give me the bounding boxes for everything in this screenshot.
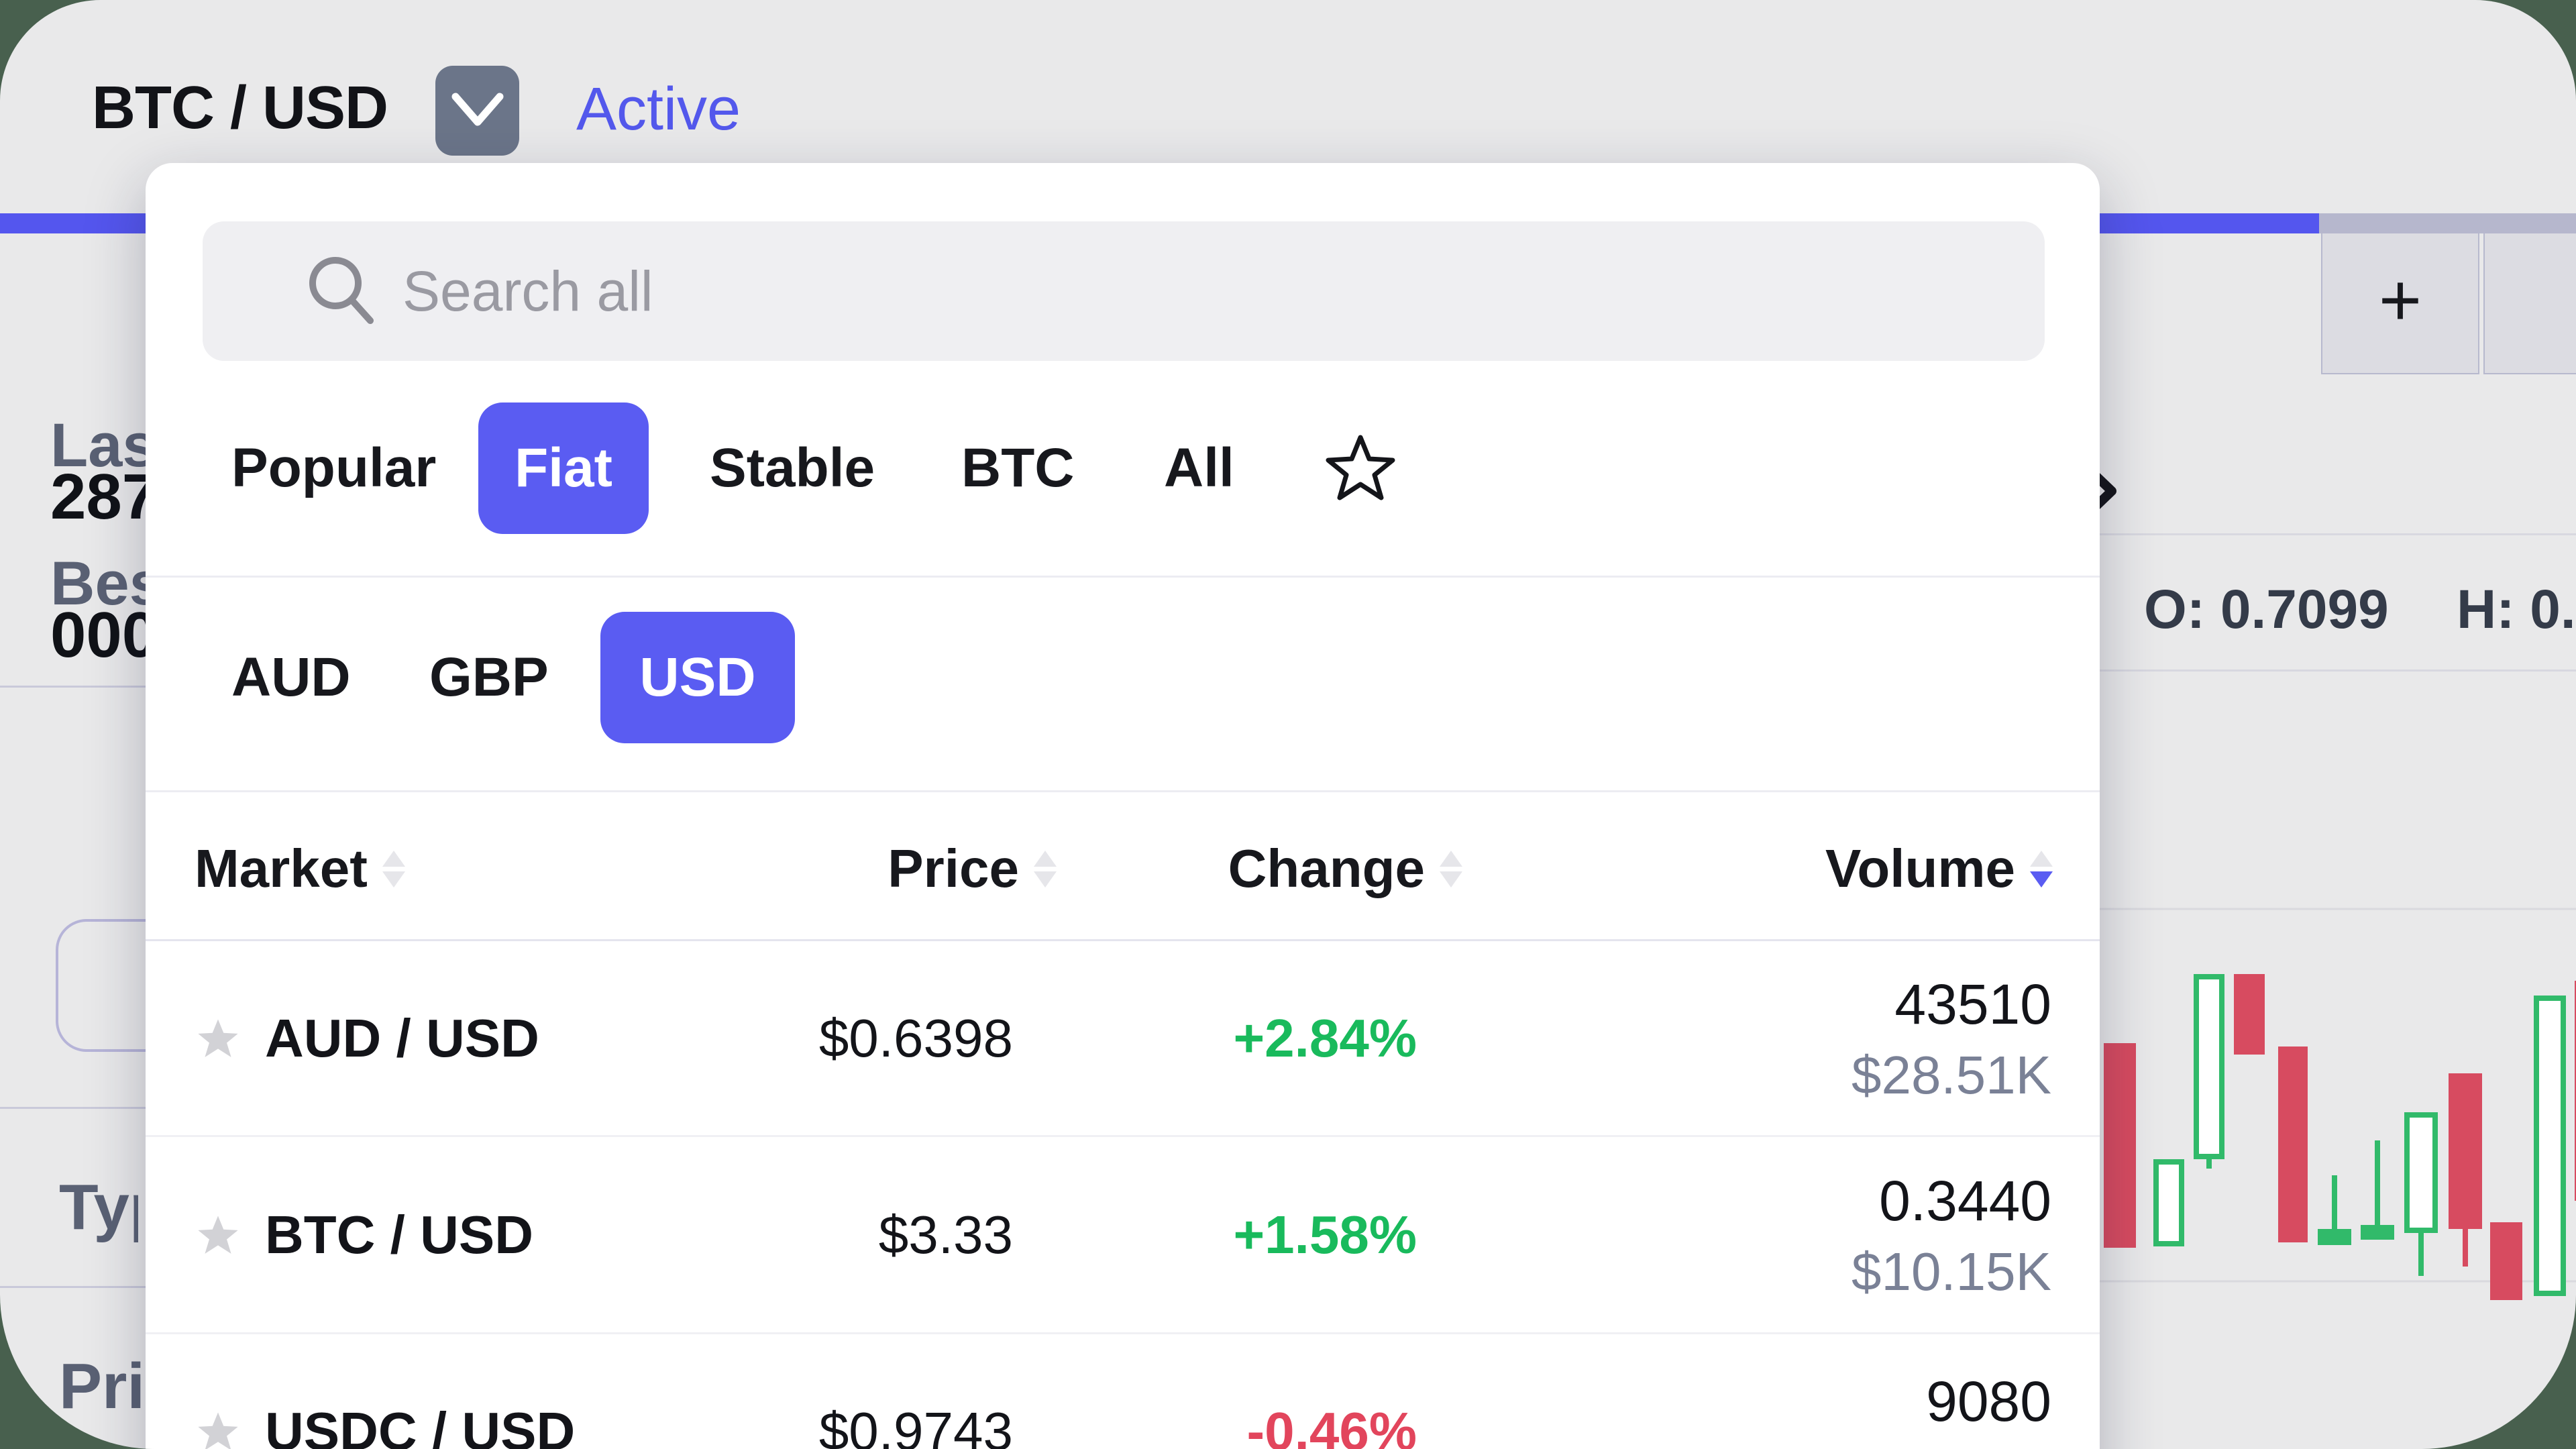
outlined-button-shape bbox=[56, 919, 146, 1052]
filter-all[interactable]: All bbox=[1164, 437, 1234, 498]
favorite-star-icon[interactable] bbox=[196, 1334, 240, 1449]
market-pair: USDC / USD bbox=[265, 1401, 576, 1449]
favorite-star-icon[interactable] bbox=[196, 1137, 240, 1332]
pair-title: BTC / USD bbox=[92, 74, 388, 142]
star-outline-icon[interactable] bbox=[1324, 432, 1397, 504]
sort-icon bbox=[382, 850, 405, 888]
filter-fiat-selected[interactable]: Fiat bbox=[478, 402, 649, 534]
volume: 43510 $28.51K bbox=[1851, 972, 2051, 1105]
table-row[interactable]: BTC / USD $3.33 +1.58% 0.3440 $10.15K bbox=[146, 1135, 2100, 1332]
header-price[interactable]: Price bbox=[888, 822, 1057, 916]
divider bbox=[0, 1107, 161, 1109]
market-selector-dropdown: Search all Popular Fiat Stable BTC All A… bbox=[146, 163, 2100, 1449]
status-link[interactable]: Active bbox=[576, 76, 741, 143]
occluded-button-fragment[interactable] bbox=[0, 912, 146, 1055]
filter-popular[interactable]: Popular bbox=[231, 437, 437, 498]
chevron-down-icon bbox=[451, 93, 504, 126]
sort-icon bbox=[1440, 850, 1462, 888]
change: -0.46% bbox=[1246, 1401, 1417, 1449]
divider bbox=[0, 1286, 161, 1288]
price: $3.33 bbox=[878, 1204, 1013, 1265]
type-label-fragment: Typ bbox=[59, 1171, 138, 1243]
ohlc-open: O: 0.7099 bbox=[2144, 579, 2389, 640]
quote-gbp[interactable]: GBP bbox=[429, 647, 549, 708]
quote-usd-selected[interactable]: USD bbox=[600, 612, 795, 743]
last-price-label-fragment: Las bbox=[50, 411, 146, 480]
quote-aud[interactable]: AUD bbox=[231, 647, 351, 708]
divider bbox=[146, 939, 2100, 941]
volume: 9080 bbox=[1926, 1370, 2051, 1433]
pair-selector-button[interactable] bbox=[435, 66, 519, 156]
header-market[interactable]: Market bbox=[195, 822, 405, 916]
change: +1.58% bbox=[1233, 1204, 1417, 1265]
divider bbox=[146, 790, 2100, 792]
filter-stable[interactable]: Stable bbox=[710, 437, 875, 498]
divider bbox=[2012, 669, 2576, 672]
volume: 0.3440 $10.15K bbox=[1851, 1169, 2051, 1301]
divider bbox=[146, 576, 2100, 578]
market-pair: BTC / USD bbox=[265, 1204, 533, 1265]
header-change[interactable]: Change bbox=[1228, 822, 1462, 916]
table-row[interactable]: USDC / USD $0.9743 -0.46% 9080 bbox=[146, 1332, 2100, 1449]
search-placeholder: Search all bbox=[402, 260, 653, 323]
next-tab-partial[interactable] bbox=[2483, 233, 2576, 374]
change: +2.84% bbox=[1233, 1008, 1417, 1068]
sort-icon bbox=[1034, 850, 1057, 888]
last-price-value-fragment: 287 bbox=[50, 461, 146, 533]
quote-filter-row: AUD GBP USD bbox=[146, 612, 2100, 743]
divider bbox=[2012, 533, 2576, 535]
price-label-fragment: Pri bbox=[59, 1350, 141, 1422]
sort-icon-active bbox=[2030, 850, 2053, 888]
table-row[interactable]: AUD / USD $0.6398 +2.84% 43510 $28.51K bbox=[146, 941, 2100, 1135]
ohlc-high: H: 0.7 bbox=[2457, 579, 2576, 640]
add-tab-button[interactable]: + bbox=[2321, 233, 2479, 374]
price: $0.9743 bbox=[818, 1401, 1013, 1449]
table-header-row: Market Price Change Volume bbox=[146, 822, 2100, 916]
filter-btc[interactable]: BTC bbox=[961, 437, 1075, 498]
header-volume-sorted-desc[interactable]: Volume bbox=[1825, 822, 2053, 916]
tab-strip-edge bbox=[2319, 213, 2576, 233]
divider bbox=[0, 686, 161, 688]
market-pair: AUD / USD bbox=[265, 1008, 539, 1068]
plus-icon: + bbox=[2378, 259, 2422, 341]
best-bid-label-fragment: Bes bbox=[50, 549, 146, 618]
candlestick-chart bbox=[2100, 908, 2576, 1300]
price: $0.6398 bbox=[818, 1008, 1013, 1068]
favorite-star-icon[interactable] bbox=[196, 941, 240, 1135]
search-icon bbox=[309, 257, 374, 324]
category-filter-row: Popular Fiat Stable BTC All bbox=[146, 402, 2100, 534]
best-bid-value-fragment: 000 bbox=[50, 599, 146, 671]
search-input[interactable]: Search all bbox=[203, 221, 2045, 361]
